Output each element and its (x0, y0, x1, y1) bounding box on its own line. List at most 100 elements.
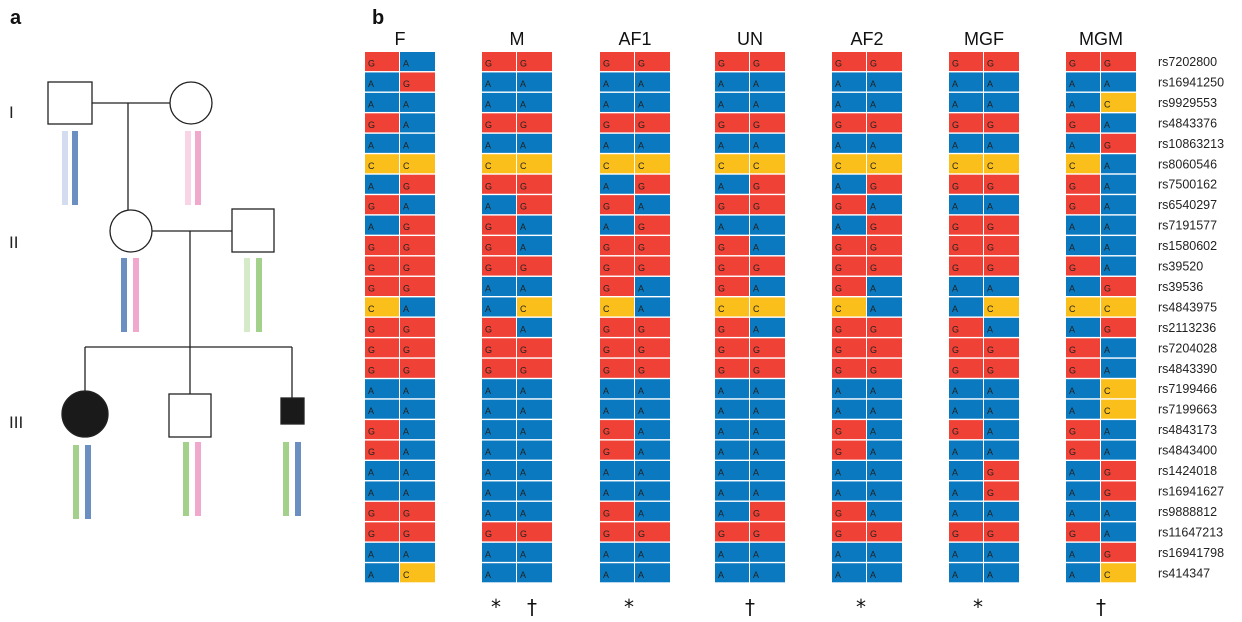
allele-cell (984, 52, 1019, 72)
allele-letter: G (753, 263, 760, 273)
allele-cell (832, 52, 866, 72)
allele-cell (635, 420, 670, 440)
allele-cell (1066, 461, 1100, 481)
allele-cell (750, 174, 785, 194)
allele-letter: G (368, 243, 375, 253)
allele-letter: G (987, 468, 994, 478)
allele-cell (365, 440, 399, 460)
individual-label: AF2 (850, 29, 883, 49)
allele-letter: A (638, 508, 644, 518)
allele-cell (400, 563, 435, 583)
allele-letter: A (520, 468, 526, 478)
allele-letter: A (718, 222, 724, 232)
allele-cell (600, 461, 634, 481)
allele-letter: A (753, 140, 759, 150)
allele-letter: C (987, 161, 994, 171)
allele-letter: A (987, 79, 993, 89)
allele-cell (984, 133, 1019, 153)
allele-letter: A (368, 570, 374, 580)
allele-cell (867, 481, 902, 501)
allele-letter: G (603, 345, 610, 355)
allele-cell (715, 379, 749, 399)
allele-cell (635, 440, 670, 460)
allele-cell (400, 154, 435, 174)
allele-letter: A (638, 99, 644, 109)
allele-cell (715, 542, 749, 562)
allele-cell (949, 379, 983, 399)
allele-letter: C (987, 304, 994, 314)
allele-cell (400, 461, 435, 481)
allele-cell (750, 399, 785, 419)
allele-cell (1101, 195, 1136, 215)
allele-letter: G (638, 59, 645, 69)
generation-label-iii: III (9, 413, 23, 432)
allele-letter: G (987, 120, 994, 130)
allele-letter: A (1104, 508, 1110, 518)
allele-letter: A (403, 406, 409, 416)
allele-cell (750, 72, 785, 92)
pedigree-panel: a I II III (9, 7, 305, 519)
allele-letter: G (718, 324, 725, 334)
allele-cell (1066, 481, 1100, 501)
allele-cell (984, 256, 1019, 276)
allele-cell (715, 420, 749, 440)
allele-cell (1101, 154, 1136, 174)
allele-letter: G (1104, 549, 1111, 559)
haplotype-bar (85, 445, 91, 519)
allele-cell (1101, 501, 1136, 521)
allele-letter: G (1069, 365, 1076, 375)
allele-cell (715, 297, 749, 317)
allele-letter: A (485, 406, 491, 416)
allele-letter: A (403, 488, 409, 498)
allele-letter: G (952, 59, 959, 69)
allele-letter: A (835, 99, 841, 109)
allele-cell (635, 563, 670, 583)
allele-cell (600, 92, 634, 112)
allele-cell (517, 542, 552, 562)
allele-cell (867, 379, 902, 399)
allele-letter: G (987, 263, 994, 273)
allele-cell (365, 133, 399, 153)
allele-letter: C (485, 161, 492, 171)
allele-letter: A (987, 570, 993, 580)
allele-cell (365, 154, 399, 174)
allele-letter: G (403, 324, 410, 334)
allele-cell (832, 501, 866, 521)
allele-letter: A (952, 99, 958, 109)
allele-cell (832, 297, 866, 317)
allele-letter: G (835, 120, 842, 130)
haplotype-bar (244, 258, 250, 332)
allele-letter: A (952, 570, 958, 580)
allele-letter: C (952, 161, 959, 171)
allele-letter: G (368, 345, 375, 355)
allele-letter: A (987, 386, 993, 396)
allele-letter: A (870, 284, 876, 294)
allele-cell (832, 215, 866, 235)
allele-cell (600, 317, 634, 337)
allele-letter: A (638, 304, 644, 314)
allele-letter: A (1104, 529, 1110, 539)
allele-letter: C (753, 304, 760, 314)
allele-letter: A (718, 406, 724, 416)
allele-cell (1101, 358, 1136, 378)
allele-cell (365, 358, 399, 378)
allele-letter: A (1069, 386, 1075, 396)
allele-letter: A (603, 79, 609, 89)
allele-letter: C (520, 161, 527, 171)
allele-cell (635, 92, 670, 112)
allele-letter: G (1104, 59, 1111, 69)
allele-letter: A (603, 140, 609, 150)
allele-letter: G (403, 243, 410, 253)
allele-cell (984, 461, 1019, 481)
allele-cell (867, 52, 902, 72)
allele-cell (750, 563, 785, 583)
allele-cell (482, 154, 516, 174)
allele-cell (984, 338, 1019, 358)
allele-letter: A (835, 386, 841, 396)
individual-label: MGM (1079, 29, 1123, 49)
allele-letter: G (952, 243, 959, 253)
haplotype-bar (62, 131, 68, 205)
allele-letter: A (835, 406, 841, 416)
allele-cell (984, 215, 1019, 235)
allele-letter: A (638, 79, 644, 89)
